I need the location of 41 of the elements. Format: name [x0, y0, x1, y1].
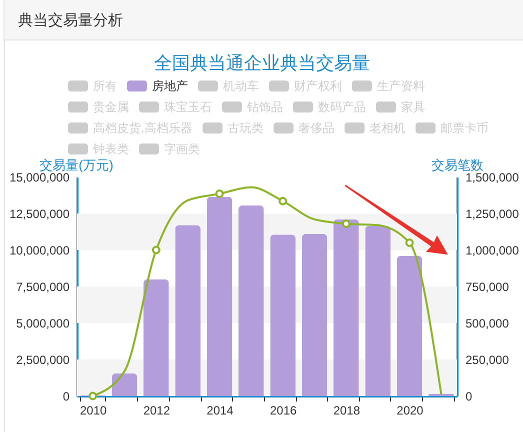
y2-tick-label: 500,000: [466, 316, 510, 330]
x-tick-label: 2018: [333, 404, 360, 418]
bar: [144, 279, 169, 396]
bar: [334, 219, 359, 396]
bar: [302, 234, 328, 396]
point: [88, 392, 98, 400]
y-tick-label: 12,500,000: [9, 207, 70, 221]
x-tick-label: 2010: [80, 404, 108, 418]
y2-tick-label: 0: [466, 390, 472, 404]
bar: [175, 225, 200, 396]
point: [152, 246, 160, 254]
bar: [270, 234, 296, 396]
x-tick-label: 2020: [396, 404, 424, 418]
y-tick-label: 2,500,000: [16, 353, 70, 367]
y2-tick-label: 1,500,000: [466, 170, 520, 184]
bar: [206, 196, 232, 396]
bar: [365, 226, 390, 396]
y2-tick-label: 1,250,000: [466, 207, 520, 221]
y2-tick-label: 1,000,000: [466, 244, 520, 258]
x-tick-label: 2016: [270, 404, 298, 418]
y2-tick-label: 750,000: [466, 280, 510, 294]
y-tick-label: 0: [62, 390, 70, 404]
bar: [396, 256, 422, 396]
bar: [112, 373, 138, 396]
point: [342, 219, 350, 228]
chart-subtitle: 全国典当通企业典当交易量: [154, 53, 370, 73]
y-axis-title: 交易量(万元): [40, 158, 114, 172]
y-tick-label: 5,000,000: [16, 316, 70, 330]
x-tick-label: 2012: [143, 404, 170, 418]
chart-title: 典当交易量分析: [18, 12, 123, 29]
bar: [238, 205, 264, 396]
y-tick-label: 10,000,000: [9, 244, 70, 258]
y-tick-label: 15,000,000: [9, 170, 70, 184]
x-tick-label: 2014: [206, 404, 234, 418]
y2-axis-title: 交易笔数: [432, 158, 484, 172]
point: [278, 196, 288, 206]
point: [215, 190, 224, 198]
point: [405, 238, 414, 247]
y-tick-label: 7,500,000: [16, 280, 70, 294]
legend-label: 房地产: [152, 79, 188, 93]
y2-tick-label: 250,000: [466, 353, 510, 367]
